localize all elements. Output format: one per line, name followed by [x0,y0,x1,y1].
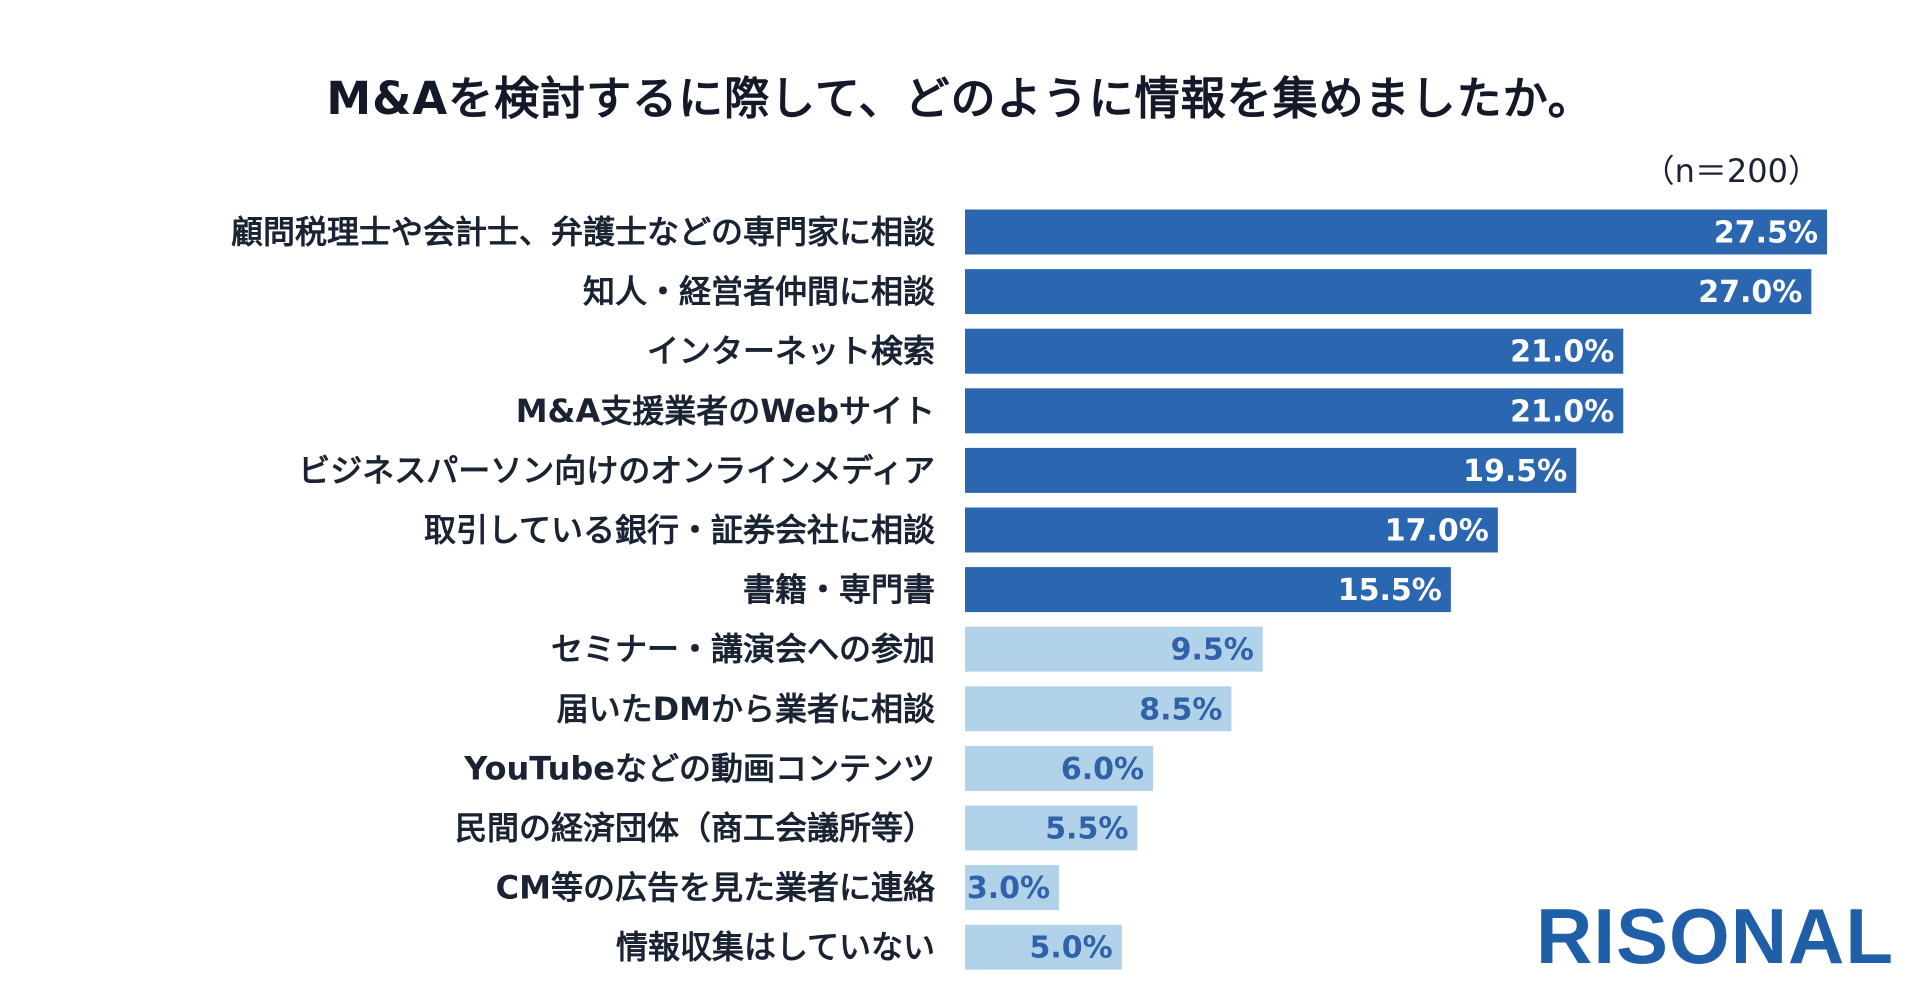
category-label: M&A支援業者のWebサイト [516,392,935,430]
value-label: 19.5% [1463,454,1567,489]
value-label: 21.0% [1510,394,1614,429]
bar [965,567,1451,613]
value-label: 9.5% [1171,633,1254,668]
sample-size-note: （n＝200） [1642,152,1820,190]
bar [965,388,1624,434]
bar [965,447,1577,493]
value-label: 21.0% [1510,335,1614,370]
value-label: 6.0% [1061,752,1144,787]
category-label: YouTubeなどの動画コンテンツ [463,749,935,787]
bar [965,805,1138,851]
value-label: 5.0% [1030,931,1113,966]
value-label: 5.5% [1045,812,1128,847]
category-label: 顧問税理士や会計士、弁護士などの専門家に相談 [231,213,936,251]
value-label: 17.0% [1385,514,1489,549]
bar [965,209,1827,255]
bar [965,626,1263,672]
bar [965,328,1624,374]
category-label: 届いたDMから業者に相談 [557,690,936,728]
bar [965,865,1060,911]
risonal-logo: RISONAL [1536,892,1894,980]
bar [965,686,1232,732]
category-label: 民間の経済団体（商工会議所等） [455,809,935,847]
category-label: ビジネスパーソン向けのオンラインメディア [298,451,935,489]
category-label: 取引している銀行・証券会社に相談 [424,511,936,549]
value-label: 27.5% [1714,216,1818,251]
category-label: 書籍・専門書 [743,571,935,609]
value-label: 8.5% [1139,692,1222,727]
bar [965,507,1498,553]
category-label: セミナー・講演会への参加 [551,630,935,668]
value-label: 27.0% [1698,275,1802,310]
category-label: インターネット検索 [647,332,935,370]
category-label: CM等の広告を見た業者に連絡 [496,869,936,907]
value-label: 15.5% [1338,573,1442,608]
bar [965,745,1154,791]
category-label: 情報収集はしていない [616,928,935,966]
bar [965,924,1122,970]
value-label: 3.0% [967,871,1050,906]
chart-title: M&Aを検討するに際して、どのように情報を集めましたか。 [326,72,1594,125]
bar [965,269,1812,315]
category-label: 知人・経営者仲間に相談 [583,273,936,311]
